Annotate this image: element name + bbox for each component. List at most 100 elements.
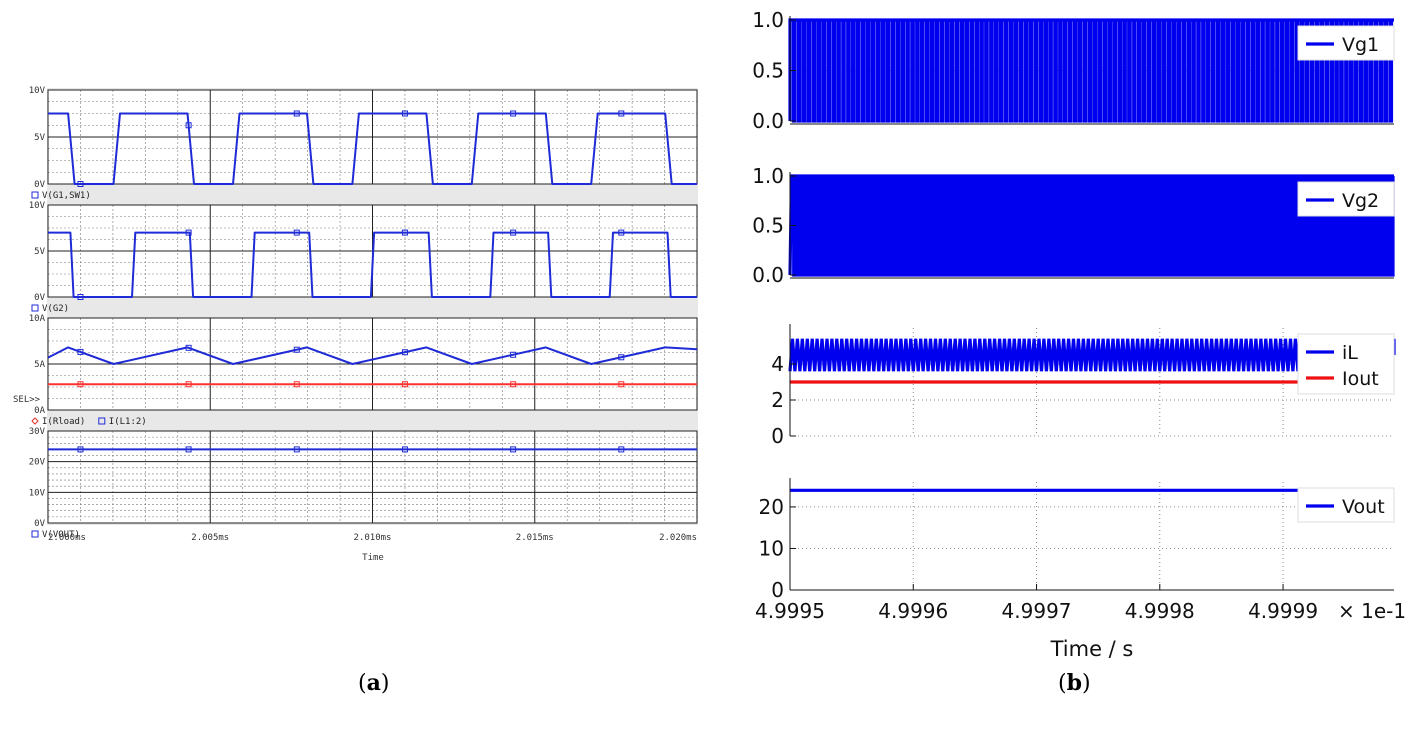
legend-marker-square: [31, 191, 39, 199]
series-marker: [510, 229, 517, 236]
y-tick-label: 5V: [34, 247, 45, 257]
y-tick-label: 10V: [29, 86, 46, 96]
matlab-subplot-3: 0 2 4 iL Iout: [771, 324, 1396, 448]
legend-marker-square: [31, 530, 39, 538]
series-marker: [618, 381, 625, 388]
series-marker: [77, 294, 84, 300]
panel-b-matlab-plot: 0.0 0.5 1.0 Vg1 0.0 0.5 1.0 Vg2 0 2 4 iL Iout 0 10 20 Vo…: [752, 8, 1406, 661]
series-marker: [401, 229, 408, 236]
series-marker: [185, 122, 192, 129]
y-tick-label: 20V: [29, 458, 46, 468]
legend-box: [1297, 333, 1395, 395]
y-tick-label: 1.0: [752, 164, 784, 188]
x-axis-label: Time / s: [1050, 637, 1134, 661]
series-marker: [293, 110, 300, 117]
y-tick-label: 0.5: [752, 59, 784, 83]
matlab-subplot-1: 0.0 0.5 1.0 Vg1: [752, 8, 1395, 133]
matlab-subplot-2: 0.0 0.5 1.0 Vg2: [752, 164, 1395, 287]
series-line-vg2: [788, 174, 1395, 277]
x-tick-label: 4.9997: [1002, 599, 1072, 623]
panel-a-pspice-plot: 0V5V10VV(G1,SW1)0V5V10VV(G2)0A5A10AI(Rlo…: [13, 86, 698, 563]
x-tick-label: 2.005ms: [191, 533, 229, 543]
legend-label: V(G2): [42, 304, 69, 314]
series-marker: [401, 381, 408, 388]
x-tick-label: 4.9995: [755, 599, 825, 623]
series-marker: [185, 344, 192, 351]
pspice-subplot-2: 0V 5V 10V V(G2): [29, 201, 698, 314]
legend-label: I(Rload): [42, 417, 85, 427]
pspice-subplot-3: 0A 5A 10A I(Rload) I(L1:2): [29, 314, 698, 427]
series-marker: [510, 351, 517, 358]
series-line-i-l1-2-: [47, 346, 698, 365]
y-tick-label: 5A: [34, 360, 45, 370]
x-tick-label: 4.9996: [878, 599, 948, 623]
series-marker: [510, 446, 517, 453]
series-marker: [618, 354, 625, 361]
series-marker: [77, 381, 84, 388]
series-marker: [77, 348, 84, 355]
series-marker: [293, 229, 300, 236]
series-marker: [185, 229, 192, 236]
legend-label: I(L1:2): [109, 417, 147, 427]
sel-marker-label: SEL>>: [13, 395, 41, 405]
y-tick-label: 2: [771, 388, 784, 412]
x-tick-label: 4.9998: [1125, 599, 1195, 623]
y-tick-label: 0V: [34, 180, 45, 190]
legend-marker-diamond: [31, 417, 39, 425]
y-tick-label: 0A: [34, 406, 45, 416]
x-tick-label: 2.020ms: [659, 533, 697, 543]
y-tick-label: 5V: [34, 133, 45, 143]
legend-label: Vg1: [1342, 34, 1379, 56]
y-tick-label: 1.0: [752, 8, 784, 32]
legend-label: Vg2: [1342, 190, 1379, 212]
x-axis-scale-label: × 1e-1: [1338, 599, 1406, 623]
y-tick-label: 4: [771, 352, 784, 376]
series-line-il: [788, 338, 1396, 372]
pspice-subplot-1: 0V 5V 10V V(G1,SW1): [29, 86, 698, 201]
caption-a: (a): [358, 670, 389, 696]
x-tick-label: 4.9999: [1248, 599, 1318, 623]
y-tick-label: 0V: [34, 519, 45, 529]
y-tick-label: 0: [771, 424, 784, 448]
y-tick-label: 0.0: [752, 263, 784, 287]
y-tick-label: 0.5: [752, 214, 784, 238]
series-marker: [185, 381, 192, 388]
series-marker: [401, 349, 408, 356]
y-tick-label: 10V: [29, 201, 46, 211]
series-marker: [185, 446, 192, 453]
pspice-subplot-4: 0V 10V 20V 30V V(VOUT): [29, 427, 698, 540]
caption-b: (b): [1058, 670, 1091, 696]
y-tick-label: 10: [759, 536, 784, 560]
legend-marker-square: [31, 304, 39, 312]
series-marker: [293, 381, 300, 388]
legend-marker-square: [98, 417, 106, 425]
y-tick-label: 0: [771, 578, 784, 602]
series-marker: [618, 110, 625, 117]
series-marker: [510, 110, 517, 117]
y-tick-label: 0.0: [752, 109, 784, 133]
series-line-v-g1-sw1-: [48, 112, 697, 185]
legend-label: V(G1,SW1): [42, 191, 91, 201]
series-marker: [401, 446, 408, 453]
legend-label: Iout: [1342, 368, 1379, 390]
series-marker: [510, 381, 517, 388]
series-marker: [77, 446, 84, 453]
series-marker: [293, 346, 300, 353]
x-axis-label: Time: [362, 553, 384, 563]
series-marker: [77, 181, 84, 187]
y-tick-label: 20: [759, 495, 784, 519]
y-tick-label: 30V: [29, 427, 46, 437]
legend-label: V(VOUT): [42, 530, 80, 540]
series-line-v-g2-: [48, 231, 697, 298]
x-tick-label: 2.015ms: [516, 533, 554, 543]
series-line-vg1: [788, 18, 1394, 123]
x-tick-label: 2.010ms: [354, 533, 392, 543]
series-marker: [401, 110, 408, 117]
series-marker: [293, 446, 300, 453]
y-tick-label: 10V: [29, 488, 46, 498]
matlab-subplot-4: 0 10 20 Vout: [759, 478, 1395, 602]
legend-label: Vout: [1342, 496, 1385, 518]
legend-label: iL: [1342, 342, 1358, 364]
y-tick-label: 10A: [29, 314, 46, 324]
